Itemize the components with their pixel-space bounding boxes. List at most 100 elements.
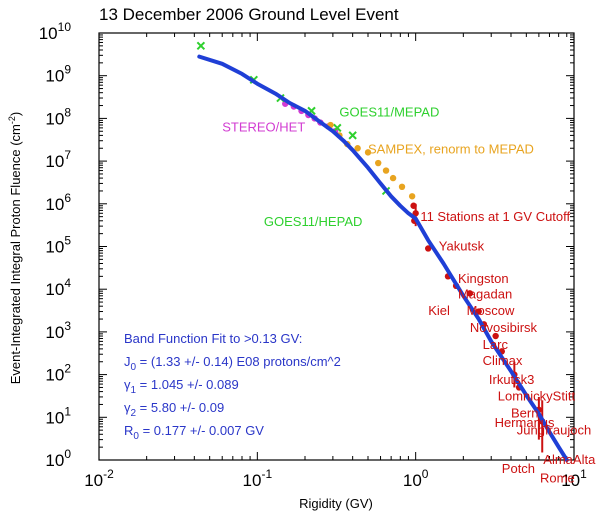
y-tick-base: 10 [45, 408, 64, 427]
fit-info-heading: Band Function Fit to >0.13 GV: [124, 331, 302, 346]
x-tick-label: 100 [403, 467, 429, 490]
data-point [398, 183, 406, 191]
tick-labels: 10-2 10-1 100 10110010110210310410510610710… [39, 20, 587, 490]
fit-parameter: J0 = (1.33 +/- 0.14) E08 protons/cm^2 [124, 354, 341, 373]
fit-parameter-subscript: 2 [131, 408, 137, 419]
fit-parameter-value: = (1.33 +/- 0.14) E08 protons/cm^2 [136, 354, 341, 369]
y-tick-label: 107 [45, 148, 71, 171]
fit-parameter: R0 = 0.177 +/- 0.007 GV [124, 423, 264, 442]
y-tick-label: 104 [45, 276, 71, 299]
station-label: Moscow [467, 303, 515, 318]
fit-parameter: γ2 = 5.80 +/- 0.09 [124, 400, 224, 419]
data-point [348, 131, 357, 140]
y-tick-exp: 9 [64, 63, 71, 77]
y-tick-label: 1010 [39, 20, 72, 43]
station-label: Jungfraujoch [517, 422, 591, 437]
station-label: Larc [483, 337, 509, 352]
band-fit-curve [197, 54, 569, 462]
fit-layer [197, 54, 569, 462]
y-tick-base: 10 [45, 195, 64, 214]
y-tick-base: 10 [39, 24, 58, 43]
y-tick-base: 10 [45, 67, 64, 86]
x-tick-base: 10 [403, 471, 422, 490]
axis-ticks [98, 32, 575, 461]
series-annotation: 11 Stations at 1 GV Cutoff [420, 209, 570, 224]
x-tick-base: 10 [243, 471, 262, 490]
y-axis-label: Event-Integrated Integral Proton Fluence… [7, 112, 23, 385]
series-annotation: STEREO/HET [222, 119, 305, 134]
y-tick-exp: 10 [58, 20, 72, 34]
data-point [412, 210, 419, 217]
y-tick-exp: 3 [64, 319, 71, 333]
y-tick-base: 10 [45, 238, 64, 257]
data-point [425, 245, 432, 252]
x-tick-label: 101 [561, 467, 587, 490]
y-tick-base: 10 [45, 451, 64, 470]
x-tick-label: 10-1 [243, 467, 273, 490]
annotation-layer: STEREO/HET GOES11/MEPAD SAMPEX, renorm to … [222, 105, 570, 229]
station-label: Novosibirsk [470, 320, 538, 335]
y-tick-exp: 4 [64, 276, 71, 290]
station-label: Yakutsk [439, 239, 485, 254]
y-tick-exp: 6 [64, 191, 71, 205]
fit-parameter-subscript: 1 [131, 385, 137, 396]
x-tick-exp: 1 [580, 467, 587, 481]
y-tick-base: 10 [45, 366, 64, 385]
y-tick-label: 102 [45, 362, 71, 385]
y-tick-exp: 8 [64, 105, 71, 119]
fit-parameter-symbol: R [124, 423, 133, 438]
y-tick-label: 105 [45, 234, 71, 257]
data-point [492, 332, 499, 340]
fit-parameter-symbol: J [124, 354, 131, 369]
data-point [333, 123, 342, 133]
y-tick-exp: 2 [64, 362, 71, 376]
y-tick-label: 106 [45, 191, 71, 214]
station-label: Potch [502, 461, 535, 476]
y-tick-label: 108 [45, 105, 71, 128]
y-axis-label-text: Event-Integrated Integral Proton Fluence… [8, 124, 23, 384]
station-label: Magadan [458, 287, 512, 302]
y-axis-label-end: ) [8, 112, 23, 116]
y-tick-label: 109 [45, 63, 71, 86]
x-tick-exp: -2 [103, 467, 114, 481]
data-point [389, 174, 397, 182]
data-point [408, 193, 416, 200]
y-axis-label-group: Event-Integrated Integral Proton Fluence… [7, 112, 23, 385]
fit-parameter-value: = 5.80 +/- 0.09 [136, 400, 224, 415]
fit-parameter-value: = 1.045 +/- 0.089 [136, 377, 239, 392]
fit-parameter-symbol: γ [124, 400, 131, 415]
y-tick-label: 100 [45, 447, 71, 470]
fit-parameter-symbol: γ [124, 377, 131, 392]
series-annotation: GOES11/HEPAD [264, 214, 363, 229]
x-tick-label: 10-2 [84, 467, 114, 490]
fit-parameter-subscript: 0 [131, 362, 137, 373]
y-tick-label: 101 [45, 404, 71, 427]
data-point [375, 159, 382, 167]
station-label: Climax [483, 353, 523, 368]
chart-title: 13 December 2006 Ground Level Event [99, 5, 399, 24]
fit-parameter-value: = 0.177 +/- 0.007 GV [139, 423, 264, 438]
data-point [354, 145, 361, 152]
x-tick-base: 10 [84, 471, 103, 490]
station-label: Irkutsk3 [489, 372, 535, 387]
station-label: Kiel [428, 303, 450, 318]
fit-parameter-subscript: 0 [133, 431, 139, 442]
series-sampex-renorm-to-mepad [327, 121, 416, 200]
data-point [410, 202, 417, 209]
series-annotation: GOES11/MEPAD [339, 105, 439, 120]
x-tick-exp: 0 [422, 467, 429, 481]
y-tick-exp: 1 [64, 404, 71, 418]
station-label: Bern [511, 405, 538, 420]
y-tick-exp: 5 [64, 234, 71, 248]
x-axis-label: Rigidity (GV) [299, 496, 373, 511]
y-tick-base: 10 [45, 109, 64, 128]
data-point [364, 149, 372, 156]
data-point [466, 290, 474, 297]
station-label: LomnickyStitt [498, 388, 576, 403]
x-tick-base: 10 [561, 471, 580, 490]
station-label: Rome [540, 470, 575, 485]
y-tick-exp: 0 [64, 447, 71, 461]
y-tick-label: 103 [45, 319, 71, 342]
series-annotation: SAMPEX, renorm to MEPAD [368, 142, 534, 157]
